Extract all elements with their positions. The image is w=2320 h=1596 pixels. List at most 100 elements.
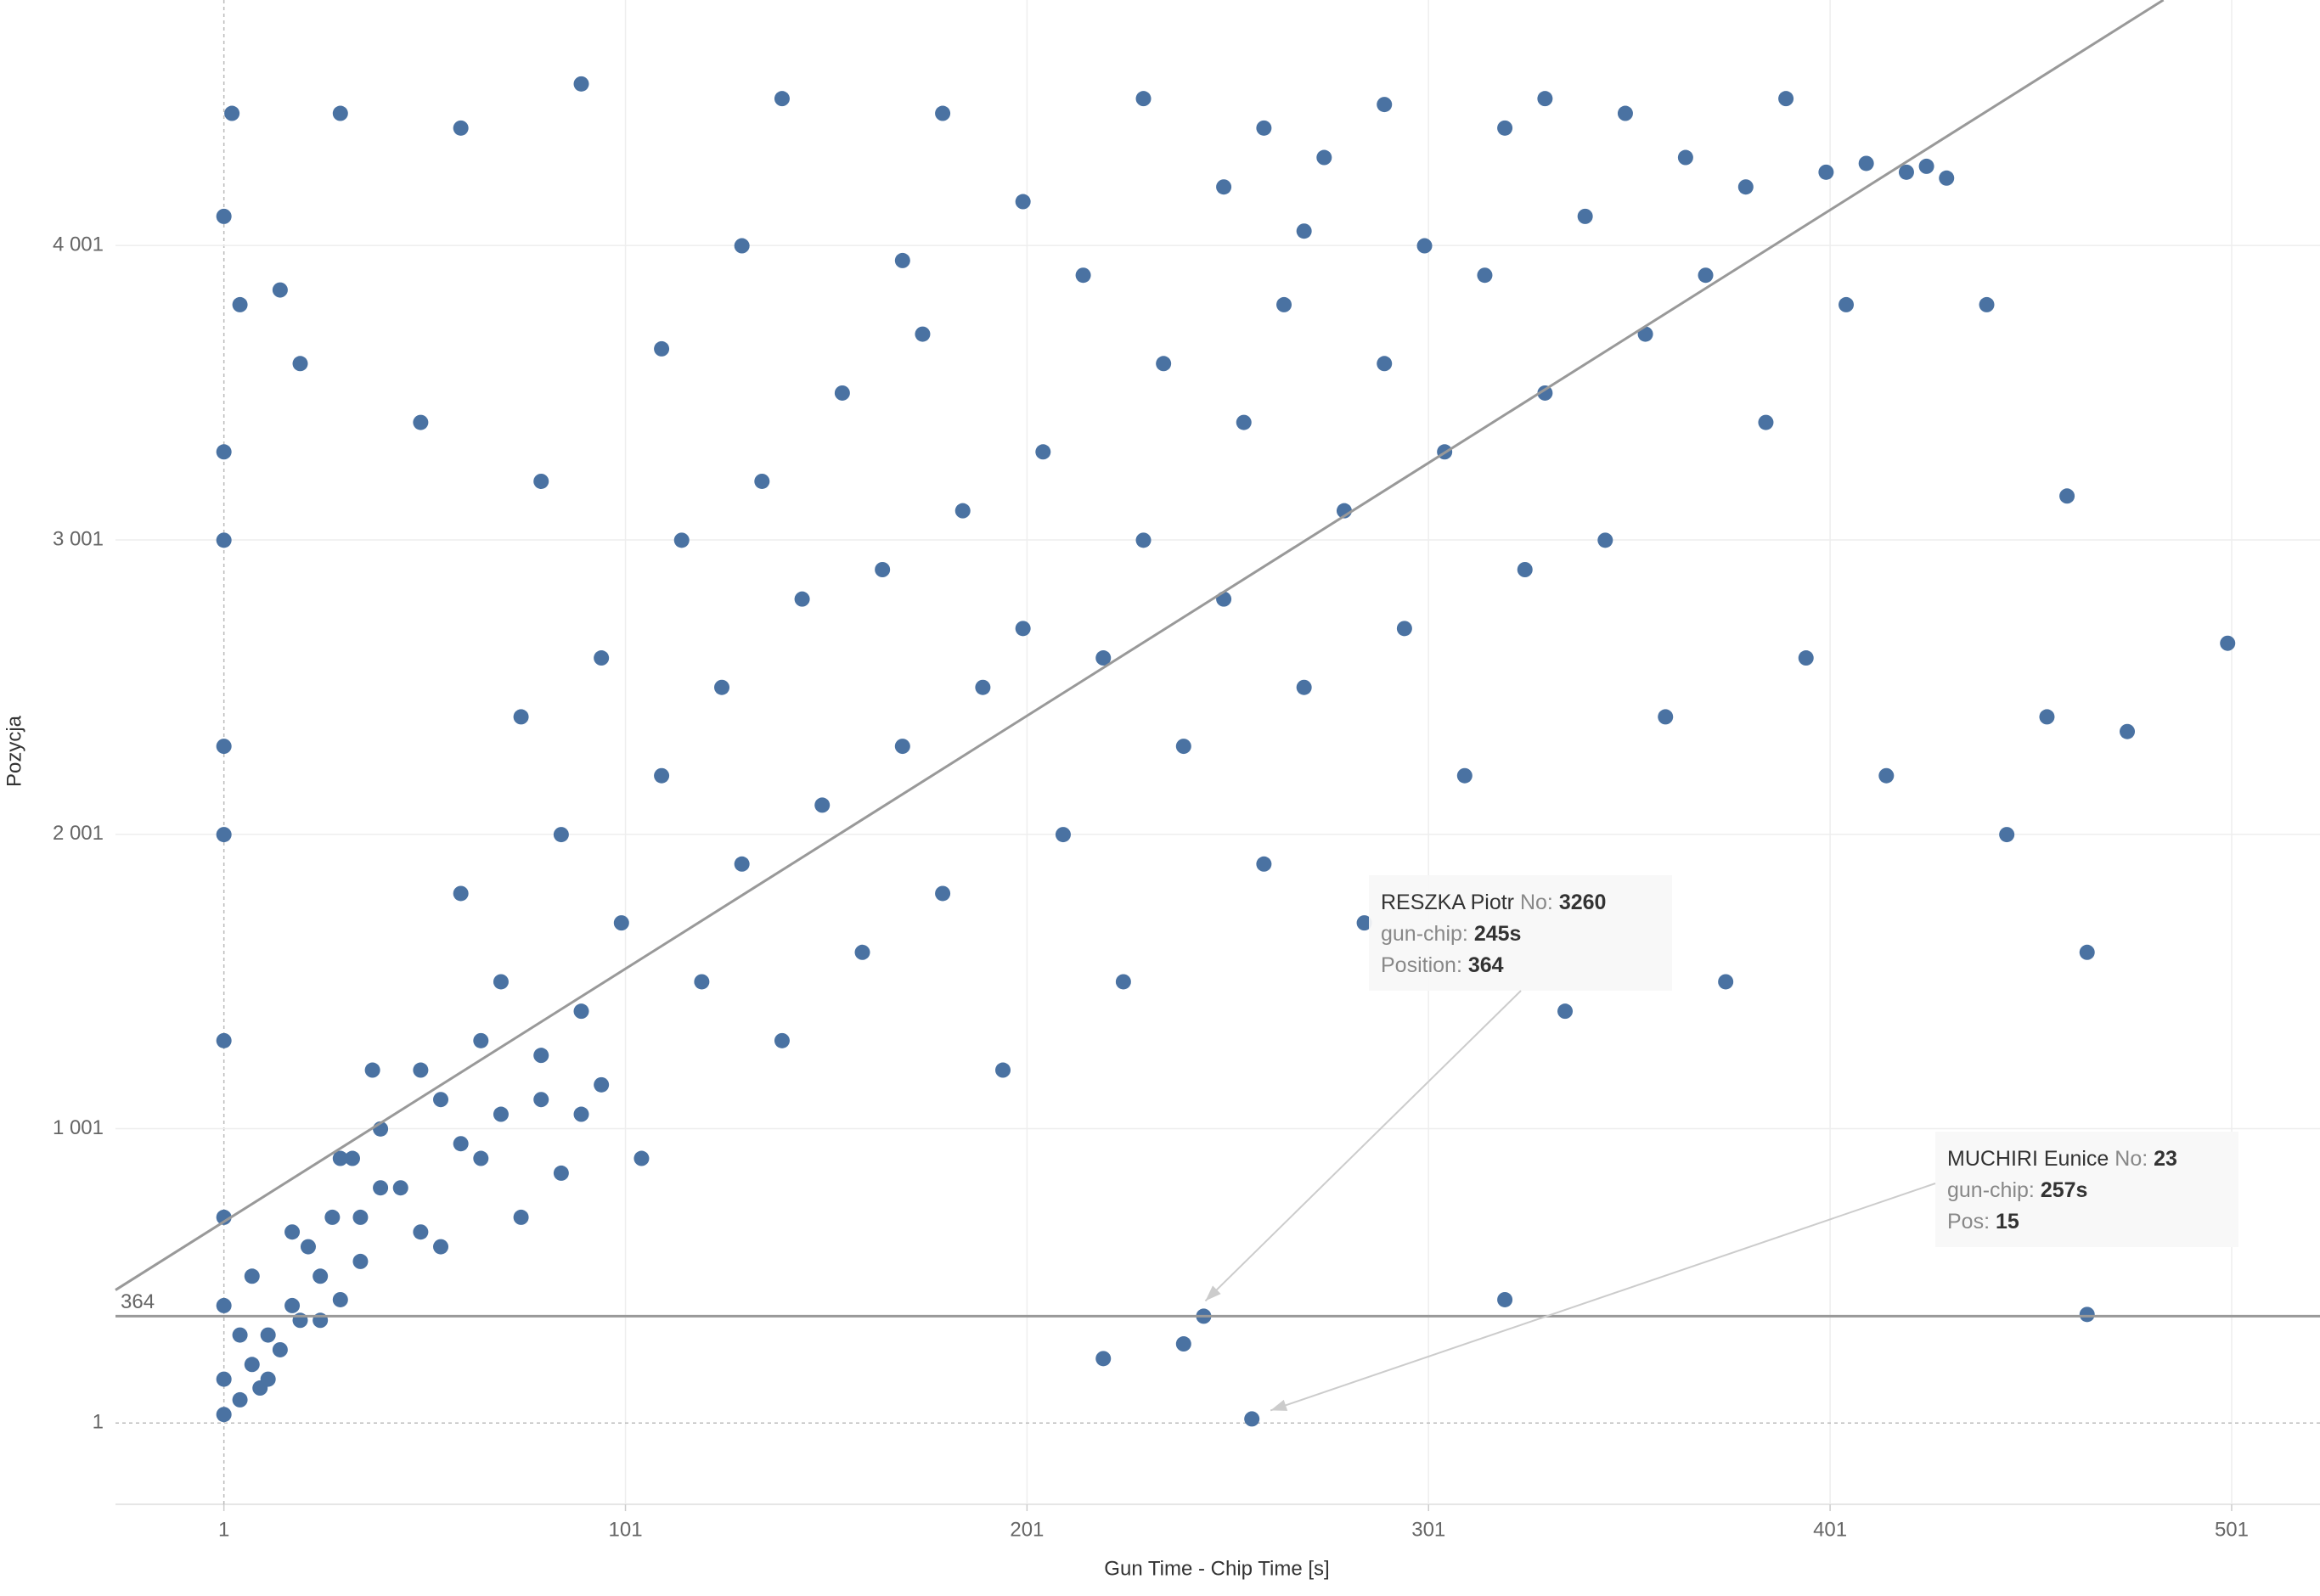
data-point	[364, 1062, 380, 1078]
data-point	[216, 444, 232, 460]
data-point	[1637, 326, 1653, 342]
annotation-line: gun-chip: 257s	[1947, 1178, 2087, 1202]
annotation-pos: 15	[1996, 1210, 2019, 1234]
annotation-box	[1369, 875, 1672, 991]
trend-line	[115, 0, 2165, 1291]
annotation-pos-label: Pos:	[1947, 1210, 1990, 1234]
data-point	[935, 885, 951, 902]
data-point	[332, 105, 348, 121]
data-point	[352, 1253, 369, 1269]
annotation-no-label: No:	[2114, 1147, 2148, 1171]
data-point	[473, 1032, 489, 1048]
data-point	[284, 1224, 301, 1240]
data-point	[352, 1209, 369, 1225]
data-point	[533, 1092, 549, 1108]
data-point	[1396, 621, 1412, 637]
data-point	[1115, 974, 1131, 990]
data-point	[1356, 915, 1372, 931]
data-point	[1798, 650, 1814, 666]
data-point	[954, 503, 971, 519]
annotation-line: Pos: 15	[1947, 1210, 2019, 1234]
data-point	[1316, 149, 1332, 166]
data-point	[232, 1327, 248, 1343]
data-point	[1878, 767, 1895, 784]
data-point	[1296, 679, 1312, 695]
data-point	[413, 1062, 429, 1078]
data-point	[244, 1268, 260, 1284]
data-point	[1035, 444, 1051, 460]
data-point	[714, 679, 730, 695]
data-point	[553, 1165, 569, 1181]
data-point	[1156, 356, 1172, 372]
data-point	[1296, 223, 1312, 239]
data-point	[224, 105, 240, 121]
data-point	[1477, 267, 1493, 284]
data-point	[493, 1106, 509, 1122]
data-point	[774, 91, 790, 107]
data-point	[260, 1371, 276, 1387]
x-tick-label: 201	[1010, 1518, 1044, 1541]
annotation-box	[1935, 1132, 2238, 1247]
data-point	[1216, 591, 1232, 607]
x-axis-title: Gun Time - Chip Time [s]	[1104, 1557, 1329, 1580]
data-point	[1236, 414, 1252, 430]
annotation: RESZKA Piotr No: 3260 gun-chip: 245s Pos…	[1204, 875, 1672, 1302]
data-point	[1244, 1411, 1260, 1427]
annotation-arrowhead	[1270, 1399, 1288, 1411]
data-point	[1758, 414, 1774, 430]
data-point	[1015, 194, 1031, 210]
data-point	[324, 1209, 341, 1225]
annotation-no: 23	[2154, 1147, 2177, 1171]
annotation-line: gun-chip: 245s	[1381, 922, 1521, 946]
data-point	[1416, 238, 1433, 254]
annotation-no: 3260	[1559, 891, 1607, 914]
y-tick-label: 4 001	[53, 233, 104, 256]
x-tick-label: 501	[2215, 1518, 2249, 1541]
annotation-gun-chip-label: gun-chip:	[1947, 1178, 2035, 1202]
data-point	[1858, 155, 1874, 171]
annotation-gun-chip-label: gun-chip:	[1381, 922, 1468, 946]
data-point	[533, 1048, 549, 1064]
annotation-line: Position: 364	[1381, 953, 1504, 977]
data-point	[260, 1327, 276, 1343]
data-point	[216, 1209, 232, 1225]
data-point	[1979, 296, 1995, 312]
data-point	[814, 797, 831, 813]
data-point	[935, 105, 951, 121]
data-point	[1818, 164, 1834, 180]
data-point	[734, 238, 750, 254]
data-point	[2079, 944, 2095, 960]
data-point	[433, 1239, 449, 1255]
y-tick-label: 2 001	[53, 822, 104, 845]
reference-label: 364	[121, 1290, 155, 1313]
data-point	[2059, 488, 2075, 504]
data-point	[513, 709, 529, 725]
data-point	[1999, 827, 2015, 843]
data-point	[1537, 91, 1553, 107]
data-point	[1075, 267, 1091, 284]
data-point	[894, 252, 910, 268]
data-point	[1939, 170, 1955, 186]
data-point	[1839, 296, 1855, 312]
data-point	[1577, 208, 1593, 224]
data-point	[1256, 120, 1272, 136]
data-point	[332, 1150, 348, 1166]
data-point	[754, 473, 770, 489]
x-tick-label: 101	[609, 1518, 643, 1541]
data-point	[344, 1150, 360, 1166]
data-point	[2079, 1307, 2095, 1323]
x-tick-label: 401	[1813, 1518, 1847, 1541]
x-tick-label: 301	[1411, 1518, 1445, 1541]
data-point	[533, 473, 549, 489]
annotation-name: RESZKA Piotr	[1381, 891, 1514, 914]
annotation-pos-label: Position:	[1381, 953, 1462, 977]
data-point	[1175, 739, 1191, 755]
y-tick-label: 1 001	[53, 1116, 104, 1139]
data-point	[373, 1180, 389, 1196]
data-point	[2120, 723, 2136, 739]
annotation-name: MUCHIRI Eunice	[1947, 1147, 2109, 1171]
data-point	[1537, 385, 1553, 401]
y-axis-title: Pozycja	[3, 715, 25, 787]
data-point	[573, 1003, 589, 1020]
data-point	[232, 1391, 248, 1408]
